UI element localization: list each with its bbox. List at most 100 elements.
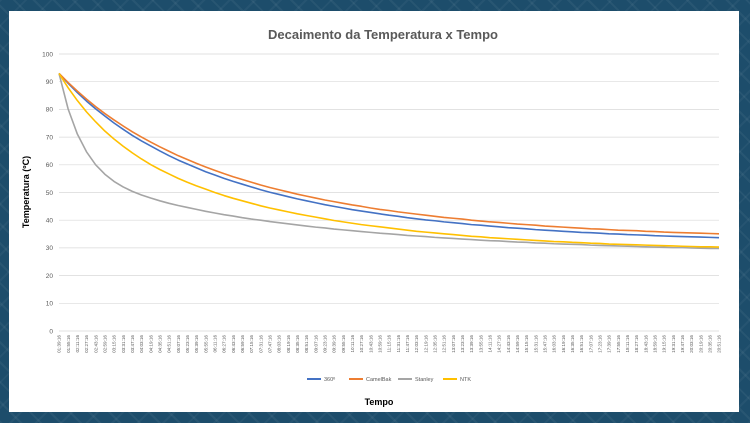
x-tick-label: 18:43:16 xyxy=(643,335,648,353)
series-line-3 xyxy=(58,72,720,248)
legend-label-3: NTK xyxy=(460,377,471,383)
x-tick-label: 03:47:16 xyxy=(130,335,135,353)
x-tick-label: 20:35:16 xyxy=(707,335,712,353)
x-tick-label: 05:39:16 xyxy=(194,335,199,353)
x-tick-label: 06:27:16 xyxy=(222,335,227,353)
x-tick-label: 16:19:16 xyxy=(561,335,566,353)
y-tick-label: 100 xyxy=(42,51,53,58)
legend: 360º CamelBak Stanley NTK xyxy=(307,376,471,383)
x-tick-label: 20:03:16 xyxy=(689,335,694,353)
x-tick-label: 16:03:16 xyxy=(552,335,557,353)
x-tick-label: 15:47:16 xyxy=(542,335,547,353)
x-tick-label: 20:19:16 xyxy=(698,335,703,353)
x-tick-label: 13:55:16 xyxy=(478,335,483,353)
x-tick-label: 17:07:16 xyxy=(588,335,593,353)
x-tick-label: 06:43:16 xyxy=(231,335,236,353)
y-tick-label: 10 xyxy=(46,301,54,308)
x-tick-label: 17:23:16 xyxy=(597,335,602,353)
y-tick-label: 80 xyxy=(46,107,54,114)
x-tick-label: 08:35:16 xyxy=(295,335,300,353)
x-tick-label: 17:39:16 xyxy=(607,335,612,353)
y-axis-title: Temperatura (ºC) xyxy=(21,156,31,228)
y-tick-label: 70 xyxy=(46,134,54,141)
y-tick-label: 30 xyxy=(46,245,54,252)
y-tick-label: 90 xyxy=(46,79,54,86)
x-tick-label: 14:59:16 xyxy=(515,335,520,353)
x-tick-label: 02:43:16 xyxy=(93,335,98,353)
x-tick-label: 05:23:16 xyxy=(185,335,190,353)
x-tick-label: 15:15:16 xyxy=(524,335,529,353)
chart-area: Decaimento da Temperatura x Tempo Temper… xyxy=(9,11,739,412)
x-tick-label: 12:35:16 xyxy=(432,335,437,353)
x-tick-label: 03:31:16 xyxy=(121,335,126,353)
x-tick-label: 08:51:16 xyxy=(304,335,309,353)
y-tick-label: 0 xyxy=(49,328,53,335)
x-tick-label: 07:15:16 xyxy=(249,335,254,353)
x-tick-label: 05:55:16 xyxy=(203,335,208,353)
x-tick-label: 09:23:16 xyxy=(322,335,327,353)
x-tick-label: 14:11:16 xyxy=(487,335,492,353)
x-tick-label: 04:35:16 xyxy=(157,335,162,353)
x-tick-label: 04:51:16 xyxy=(167,335,172,353)
x-tick-label: 07:31:16 xyxy=(258,335,263,353)
y-tick-label: 60 xyxy=(46,162,54,169)
x-tick-label: 16:35:16 xyxy=(570,335,575,353)
series-line-0 xyxy=(58,72,720,239)
x-tick-label: 04:03:16 xyxy=(139,335,144,353)
x-tick-label: 20:51:16 xyxy=(717,335,722,353)
x-tick-label: 08:03:16 xyxy=(277,335,282,353)
legend-label-1: CamelBak xyxy=(366,377,392,383)
x-tick-label: 06:11:16 xyxy=(212,335,217,353)
x-tick-label: 02:11:16 xyxy=(75,335,80,353)
x-tick-label: 11:31:16 xyxy=(396,335,401,353)
x-tick-label: 01:39:16 xyxy=(57,335,62,353)
x-tick-label: 01:55:16 xyxy=(66,335,71,353)
y-tick-label: 50 xyxy=(46,190,54,197)
x-tick-label: 07:47:16 xyxy=(267,335,272,353)
x-axis-ticks: 01:39:16 01:55:16 02:11:16 02:27:16 02:43:16… xyxy=(57,335,722,353)
x-tick-label: 16:51:16 xyxy=(579,335,584,353)
x-tick-label: 14:27:16 xyxy=(497,335,502,353)
series-line-2 xyxy=(58,73,719,250)
x-tick-label: 12:19:16 xyxy=(423,335,428,353)
x-tick-label: 15:31:16 xyxy=(533,335,538,353)
x-tick-label: 19:31:16 xyxy=(671,335,676,353)
x-tick-label: 11:47:16 xyxy=(405,335,410,353)
x-tick-label: 09:39:16 xyxy=(332,335,337,353)
x-tick-label: 02:59:16 xyxy=(102,335,107,353)
x-axis-title: Tempo xyxy=(365,397,394,407)
legend-label-0: 360º xyxy=(324,376,335,383)
x-tick-label: 18:27:16 xyxy=(634,335,639,353)
x-tick-label: 19:47:16 xyxy=(680,335,685,353)
x-tick-label: 02:27:16 xyxy=(84,335,89,353)
x-tick-label: 19:15:16 xyxy=(662,335,667,353)
x-tick-label: 12:51:16 xyxy=(442,335,447,353)
x-tick-label: 18:59:16 xyxy=(652,335,657,353)
gridlines xyxy=(59,53,719,332)
y-axis-ticks: 0 10 20 30 40 50 60 70 80 90 100 xyxy=(42,51,53,335)
x-tick-label: 10:11:16 xyxy=(350,335,355,353)
series-line-1 xyxy=(58,72,720,235)
x-tick-label: 18:11:16 xyxy=(625,335,630,353)
x-tick-label: 13:39:16 xyxy=(469,335,474,353)
y-tick-label: 40 xyxy=(46,218,54,225)
x-tick-label: 08:19:16 xyxy=(286,335,291,353)
x-tick-label: 05:07:16 xyxy=(176,335,181,353)
x-tick-label: 12:03:16 xyxy=(414,335,419,353)
series-lines xyxy=(58,72,720,250)
x-tick-label: 14:43:16 xyxy=(506,335,511,353)
x-tick-label: 10:59:16 xyxy=(377,335,382,353)
x-tick-label: 13:07:16 xyxy=(451,335,456,353)
x-tick-label: 17:55:16 xyxy=(616,335,621,353)
x-tick-label: 03:15:16 xyxy=(112,335,117,353)
line-chart: Decaimento da Temperatura x Tempo Temper… xyxy=(21,27,722,407)
chart-title: Decaimento da Temperatura x Tempo xyxy=(268,27,498,42)
x-tick-label: 13:23:16 xyxy=(460,335,465,353)
x-tick-label: 10:43:16 xyxy=(368,335,373,353)
x-tick-label: 11:15:16 xyxy=(387,335,392,353)
x-tick-label: 09:07:16 xyxy=(313,335,318,353)
x-tick-label: 06:59:16 xyxy=(240,335,245,353)
x-tick-label: 04:19:16 xyxy=(148,335,153,353)
legend-label-2: Stanley xyxy=(415,377,434,383)
x-tick-label: 10:27:16 xyxy=(359,335,364,353)
